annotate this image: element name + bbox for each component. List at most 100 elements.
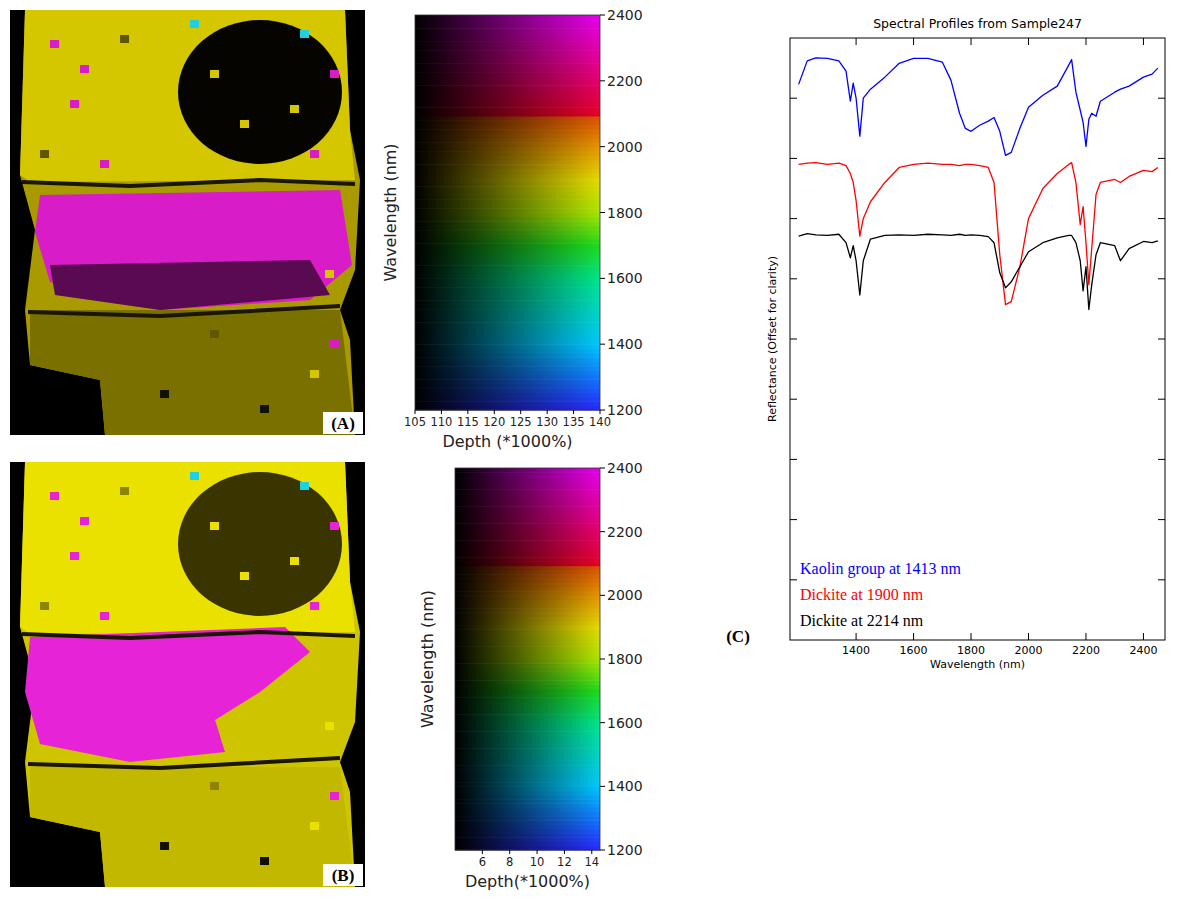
x-tick	[547, 410, 548, 414]
color-scale-row	[415, 287, 600, 292]
map-dark-clast	[178, 20, 342, 164]
color-scale-row	[415, 248, 600, 253]
x-tick	[509, 850, 510, 854]
color-scale-row	[415, 318, 600, 323]
colorbar: 1200140016001800200022002400105110115120…	[381, 7, 643, 451]
color-scale-row	[455, 527, 600, 532]
color-scale-row	[455, 714, 600, 719]
color-scale-row	[415, 217, 600, 222]
color-scale-row	[415, 296, 600, 301]
y-tick	[600, 659, 605, 660]
color-scale-row	[455, 510, 600, 515]
color-scale-row	[455, 570, 600, 575]
y-tick	[1158, 158, 1165, 159]
map-spot	[330, 792, 339, 800]
map-dark-band	[50, 260, 330, 310]
x-tick-label: 140	[589, 415, 611, 429]
color-scale-row	[455, 689, 600, 694]
color-scale-row	[415, 24, 600, 29]
color-scale-row	[415, 68, 600, 73]
legend-entry: Dickite at 1900 nm	[800, 586, 924, 603]
color-scale-row	[415, 261, 600, 266]
x-tick	[537, 850, 538, 854]
x-tick-label: 115	[457, 415, 479, 429]
color-scale-row	[455, 748, 600, 753]
map-spot	[310, 602, 319, 610]
plot-lines	[799, 58, 1158, 310]
map-spot	[160, 390, 169, 398]
color-scale-row	[415, 199, 600, 204]
x-tick	[1143, 38, 1144, 45]
y-tick	[790, 579, 797, 580]
color-scale-row	[455, 553, 600, 558]
map-spot	[240, 572, 249, 580]
color-scale-row	[415, 401, 600, 406]
color-scale-row	[415, 37, 600, 42]
x-tick	[441, 410, 442, 414]
x-tick	[467, 410, 468, 414]
map-spot	[120, 487, 129, 495]
color-scale-row	[455, 621, 600, 626]
map-spot	[330, 70, 339, 78]
color-scale-row	[455, 740, 600, 745]
color-scale-row	[415, 63, 600, 68]
color-scale-row	[415, 182, 600, 187]
color-scale-row	[455, 791, 600, 796]
map-upper-zone	[20, 462, 355, 634]
color-scale-row	[455, 744, 600, 749]
color-scale-row	[415, 208, 600, 213]
color-scale-row	[415, 234, 600, 239]
color-scale-row	[455, 799, 600, 804]
y-tick	[790, 459, 797, 460]
plot-frame	[790, 38, 1165, 640]
map-spot	[210, 330, 219, 338]
y-tick	[600, 410, 605, 411]
color-scale-row	[455, 519, 600, 524]
y-tick-label: 2200	[607, 73, 643, 89]
x-tick-label: 105	[404, 415, 426, 429]
x-tick	[856, 633, 857, 640]
color-scale-row	[415, 90, 600, 95]
color-scale-row	[455, 684, 600, 689]
map-magenta-band	[35, 190, 352, 310]
panel-letter-patch	[323, 864, 363, 886]
color-scale-row	[415, 362, 600, 367]
color-scale-row	[455, 566, 600, 571]
color-scale-row	[455, 536, 600, 541]
map-spot	[120, 35, 129, 43]
color-scale-row	[415, 366, 600, 371]
x-tick-label: 12	[557, 855, 572, 869]
x-tick-label: 130	[536, 415, 558, 429]
x-tick-label: 10	[530, 855, 545, 869]
color-scale-row	[455, 472, 600, 477]
color-scale-row	[455, 842, 600, 847]
y-tick	[790, 278, 797, 279]
color-scale-row	[455, 723, 600, 728]
color-scale-row	[455, 574, 600, 579]
y-tick	[1158, 459, 1165, 460]
color-scale-row	[415, 138, 600, 143]
x-tick	[971, 38, 972, 45]
color-scale-row	[415, 388, 600, 393]
map-spot	[300, 482, 309, 490]
color-scale-row	[455, 506, 600, 511]
color-scale-row	[415, 72, 600, 77]
x-tick	[564, 850, 565, 854]
color-scale-row	[415, 309, 600, 314]
map-spot	[325, 722, 334, 730]
color-scale-row	[415, 371, 600, 376]
y-tick-label: 2000	[607, 139, 643, 155]
panel-letter: (B)	[332, 866, 355, 885]
y-tick	[790, 218, 797, 219]
map-background	[10, 10, 365, 435]
color-scale-row	[455, 532, 600, 537]
color-scale-row	[455, 493, 600, 498]
color-scale-row	[415, 33, 600, 38]
map-spot	[290, 105, 299, 113]
color-scale-row	[415, 357, 600, 362]
color-scale-row	[415, 375, 600, 380]
color-scale-row	[415, 226, 600, 231]
x-axis-title: Depth(*1000%)	[465, 872, 590, 891]
color-scale-row	[415, 160, 600, 165]
color-scale-row	[415, 173, 600, 178]
